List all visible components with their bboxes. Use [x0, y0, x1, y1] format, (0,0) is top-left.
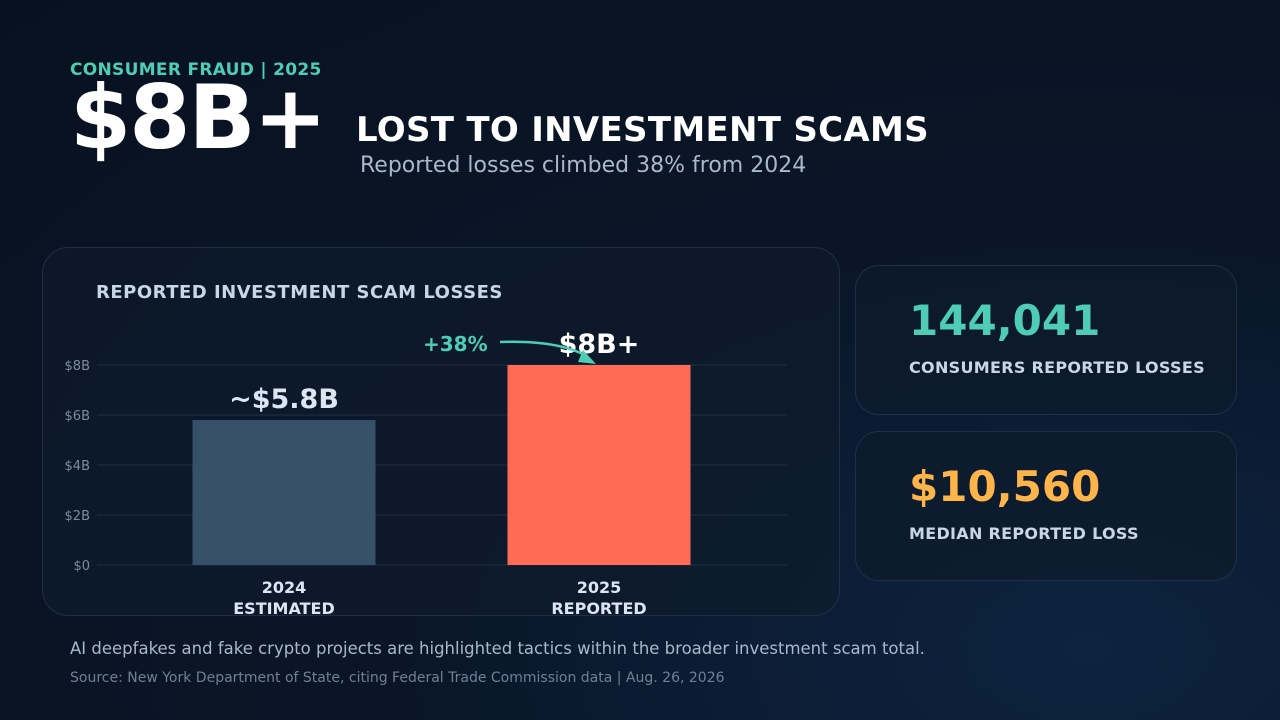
bar: [507, 365, 691, 565]
x-tick-label: REPORTED: [551, 599, 646, 618]
stat-card-consumers: 144,041 CONSUMERS REPORTED LOSSES: [855, 265, 1237, 415]
headline-number: $8B+: [70, 66, 327, 169]
eyebrow-label: CONSUMER FRAUD | 2025: [70, 60, 322, 80]
y-tick-label: $0: [73, 559, 90, 574]
stat-card-median-loss: $10,560 MEDIAN REPORTED LOSS: [855, 431, 1237, 581]
subtitle: Reported losses climbed 38% from 2024: [360, 153, 807, 178]
arrowhead-icon: [578, 350, 596, 364]
bar: [192, 420, 376, 565]
y-tick-label: $2B: [65, 509, 90, 524]
source-note: Source: New York Department of State, ci…: [70, 670, 725, 686]
y-tick-label: $6B: [65, 409, 90, 424]
y-tick-label: $4B: [65, 459, 90, 474]
chart-title: REPORTED INVESTMENT SCAM LOSSES: [96, 282, 503, 303]
y-tick-label: $8B: [65, 359, 90, 374]
stat-label-consumers: CONSUMERS REPORTED LOSSES: [909, 358, 1205, 377]
bar-value-label: ~$5.8B: [229, 384, 339, 415]
page-title: LOST TO INVESTMENT SCAMS: [356, 110, 929, 150]
x-tick-label: ESTIMATED: [233, 599, 335, 618]
x-tick-label: 2024: [262, 578, 307, 597]
footnote: AI deepfakes and fake crypto projects ar…: [70, 639, 925, 658]
x-tick-label: 2025: [577, 578, 622, 597]
growth-annotation: +38%: [423, 332, 488, 356]
chart-card: [42, 247, 840, 616]
stat-label-median-loss: MEDIAN REPORTED LOSS: [909, 524, 1139, 543]
stat-value-consumers: 144,041: [909, 296, 1101, 345]
stat-value-median-loss: $10,560: [909, 462, 1101, 511]
bar-value-label: $8B+: [559, 329, 640, 360]
